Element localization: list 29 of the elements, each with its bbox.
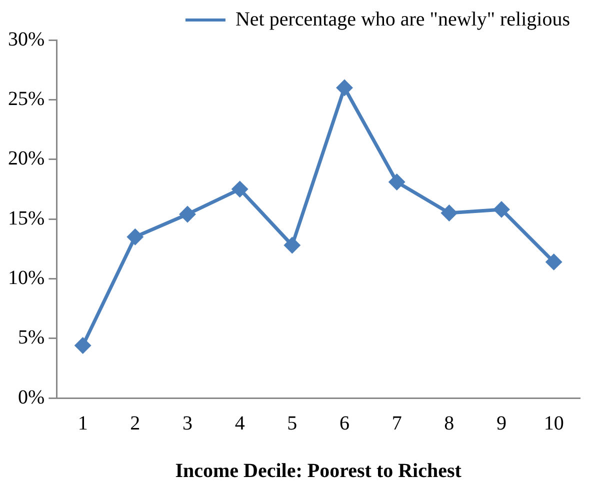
x-tick-label: 1 (78, 412, 88, 434)
point (389, 174, 405, 190)
x-tick-label: 3 (182, 412, 192, 434)
point (546, 254, 562, 270)
x-tick-label: 8 (444, 412, 454, 434)
point (284, 238, 300, 254)
x-axis-title: Income Decile: Poorest to Richest (175, 460, 462, 482)
x-tick-label: 2 (130, 412, 140, 434)
y-tick-label: 5% (18, 326, 45, 349)
x-tick-label: 5 (287, 412, 298, 434)
point (232, 181, 248, 197)
x-tick-label: 4 (234, 412, 245, 434)
y-tick-label: 15% (8, 207, 45, 230)
point (180, 206, 196, 222)
x-tick-label: 9 (496, 412, 506, 434)
y-tick-label: 20% (8, 148, 45, 170)
y-tick-label: 0% (18, 386, 45, 408)
y-tick-label: 25% (8, 88, 45, 110)
point (127, 229, 143, 245)
point (494, 202, 510, 218)
x-tick-label: 6 (339, 412, 350, 434)
legend-label: Net percentage who are "newly" religious (235, 8, 570, 30)
point (75, 338, 91, 354)
x-tick-label: 7 (392, 412, 402, 434)
x-tick-label: 10 (544, 412, 564, 434)
point (441, 205, 457, 221)
y-tick-label: 10% (8, 266, 45, 289)
y-tick-label: 30% (8, 28, 45, 50)
point (336, 80, 352, 96)
